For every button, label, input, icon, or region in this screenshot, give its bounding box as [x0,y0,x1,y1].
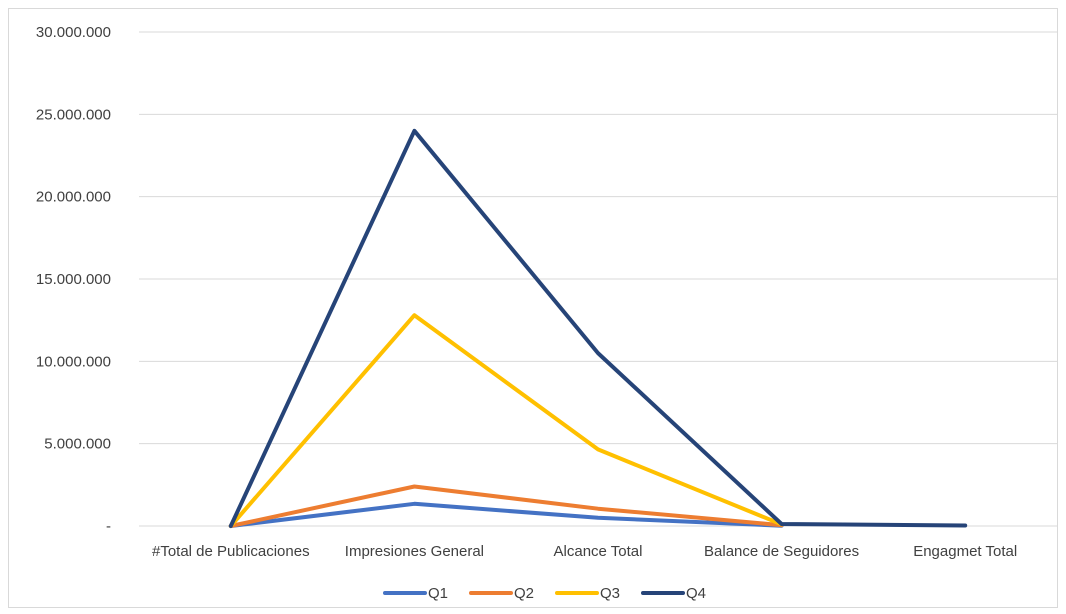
legend-label: Q4 [686,585,706,602]
y-tick-label: 5.000.000 [44,436,111,453]
legend-label: Q2 [514,585,534,602]
series-line-q2 [228,484,784,528]
x-tick-label: Alcance Total [554,543,643,560]
x-tick-label: Impresiones General [345,543,484,560]
y-tick-label: 20.000.000 [36,189,111,206]
x-axis-tick-labels: #Total de Publicaciones Impresiones Gener… [152,543,1017,560]
y-axis-tick-labels: - 5.000.000 10.000.000 15.000.000 20.000.000… [36,24,111,535]
line-chart: - 5.000.000 10.000.000 15.000.000 20.000.000… [36,24,1057,602]
x-tick-label: Balance de Seguidores [704,543,859,560]
legend-item-q1: Q1 [383,585,448,602]
legend: Q1 Q2 Q3 Q4 [383,585,706,602]
chart-container: - 5.000.000 10.000.000 15.000.000 20.000.000… [8,8,1058,608]
series-line-q3 [228,313,784,528]
legend-label: Q1 [428,585,448,602]
legend-item-q4: Q4 [641,585,706,602]
series-line-q1 [228,501,784,528]
y-tick-label: 30.000.000 [36,24,111,41]
y-tick-label: 10.000.000 [36,353,111,370]
series-q4 [228,128,968,528]
x-tick-label: #Total de Publicaciones [152,543,310,560]
x-tick-label: Engagmet Total [913,543,1017,560]
series-lines [228,128,968,528]
y-tick-label: - [106,518,111,535]
y-tick-label: 15.000.000 [36,271,111,288]
gridlines [139,31,1057,527]
legend-item-q2: Q2 [469,585,534,602]
legend-label: Q3 [600,585,620,602]
series-line-q4 [228,128,968,528]
legend-item-q3: Q3 [555,585,620,602]
y-tick-label: 25.000.000 [36,106,111,123]
